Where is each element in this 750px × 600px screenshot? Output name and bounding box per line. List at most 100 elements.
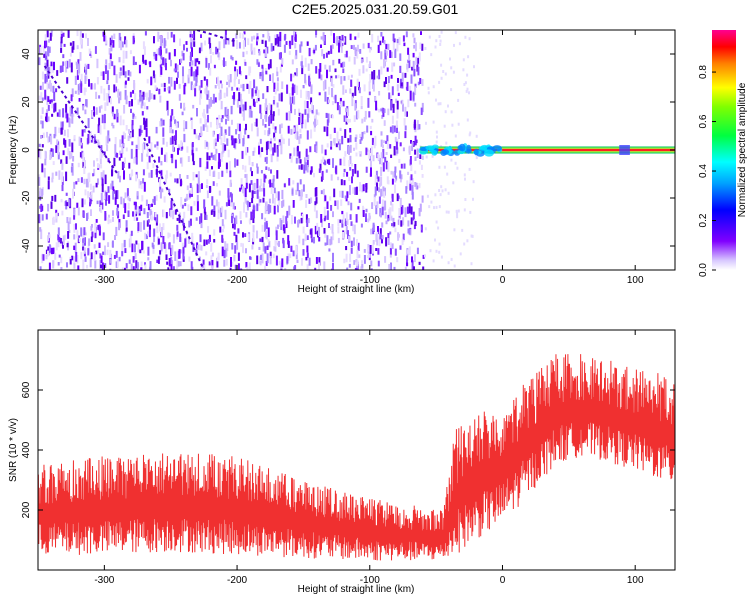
speckle-dot: [414, 86, 417, 96]
speckle-dot: [47, 235, 50, 242]
speckle-dot: [48, 262, 51, 270]
speckle-dot: [288, 138, 290, 146]
speckle-dot: [356, 78, 359, 87]
speckle-dot: [230, 105, 233, 115]
speckle-dot: [77, 84, 80, 92]
speckle-dot: [272, 114, 275, 121]
speckle-dot: [73, 208, 75, 216]
speckle-dot: [103, 88, 106, 95]
speckle-dot: [349, 128, 352, 133]
speckle-dot: [350, 45, 353, 49]
speckle-dot: [162, 57, 165, 66]
speckle-dot: [57, 152, 60, 160]
speckle-dot: [370, 268, 373, 270]
speckle-dot: [274, 38, 277, 46]
speckle-dot: [55, 171, 58, 176]
speckle-dot: [183, 44, 185, 51]
speckle-dot: [151, 203, 153, 207]
speckle-dot: [122, 65, 125, 76]
speckle-dot: [225, 259, 228, 266]
speckle-dot: [145, 118, 148, 128]
speckle-dot: [281, 189, 284, 199]
speckle-dot: [399, 197, 402, 207]
speckle-dot: [45, 254, 48, 260]
speckle-dot: [50, 83, 52, 92]
speckle-dot: [418, 56, 421, 65]
speckle-dot: [326, 143, 329, 148]
speckle-dot: [337, 74, 340, 79]
speckle-dot: [97, 225, 100, 230]
speckle-dot: [227, 149, 230, 158]
speckle-dot: [168, 233, 171, 237]
speckle-dot: [358, 68, 361, 76]
speckle-dot: [155, 53, 158, 61]
speckle-dot: [226, 108, 229, 119]
speckle-dot: [202, 112, 205, 117]
speckle-dot: [378, 69, 381, 80]
speckle-dot: [345, 121, 348, 125]
speckle-dot: [86, 264, 88, 269]
speckle-dot: [355, 142, 358, 150]
speckle-dot: [256, 189, 259, 199]
speckle-dot: [242, 33, 245, 39]
speckle-dot: [295, 189, 298, 195]
speckle-dot: [177, 71, 179, 78]
speckle-dot: [115, 74, 118, 83]
speckle-dot: [286, 210, 289, 218]
speckle-dot: [381, 206, 384, 216]
speckle-dot: [61, 162, 64, 170]
speckle-dot: [138, 208, 141, 214]
speckle-dot: [124, 71, 127, 78]
speckle-dot: [204, 211, 207, 220]
speckle-dot: [318, 68, 321, 79]
speckle-dot: [247, 134, 250, 139]
speckle-dot: [40, 92, 43, 100]
speckle-dot: [46, 82, 49, 90]
speckle-dot: [322, 188, 325, 195]
speckle-dot: [272, 147, 275, 156]
speckle-dot: [104, 35, 107, 44]
speckle-dot: [206, 79, 209, 88]
speckle-dot: [80, 73, 83, 82]
speckle-dot: [82, 105, 85, 111]
speckle-dot: [380, 66, 383, 75]
speckle-dot: [112, 191, 115, 200]
speckle-dot: [309, 170, 312, 175]
speckle-dot: [44, 89, 47, 100]
speckle-dot: [317, 112, 320, 116]
speckle-dot: [212, 93, 215, 104]
speckle-dot: [122, 198, 125, 208]
speckle-dot: [87, 133, 90, 144]
speckle-dot: [49, 154, 52, 160]
speckle-dot: [298, 112, 301, 117]
speckle-dot: [136, 261, 139, 270]
speckle-dot: [163, 38, 166, 49]
speckle-dot: [350, 247, 353, 254]
speckle-dot: [193, 30, 196, 41]
speckle-dot: [122, 143, 124, 147]
speckle-dot: [453, 43, 455, 47]
speckle-dot: [357, 32, 360, 38]
speckle-dot: [385, 77, 387, 84]
speckle-dot: [399, 142, 402, 147]
speckle-dot: [82, 152, 85, 163]
x-tick-label: -100: [360, 575, 380, 586]
speckle-dot: [456, 166, 459, 170]
speckle-dot: [358, 87, 361, 94]
speckle-dot: [408, 145, 411, 155]
speckle-dot: [291, 35, 294, 46]
speckle-dot: [263, 173, 266, 183]
speckle-dot: [167, 267, 170, 270]
speckle-dot: [217, 201, 220, 210]
speckle-dot: [54, 194, 57, 202]
speckle-dot: [264, 40, 267, 48]
speckle-dot: [306, 252, 309, 258]
speckle-dot: [227, 37, 230, 45]
speckle-dot: [208, 63, 210, 70]
speckle-dot: [223, 39, 226, 49]
speckle-dot: [284, 268, 287, 270]
speckle-dot: [159, 186, 162, 192]
speckle-dot: [439, 193, 442, 197]
speckle-dot: [175, 123, 178, 129]
speckle-dot: [290, 245, 293, 252]
